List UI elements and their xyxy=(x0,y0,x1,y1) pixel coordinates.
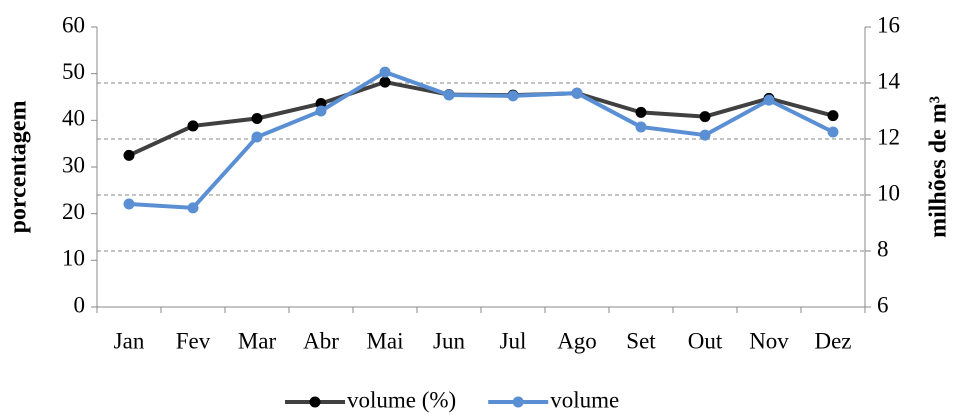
marker xyxy=(699,111,711,123)
y-tick-label: 60 xyxy=(62,12,85,37)
y2-tick-label: 8 xyxy=(877,236,889,261)
x-tick-label: Out xyxy=(688,328,723,353)
marker xyxy=(635,121,647,133)
x-tick-label: Mai xyxy=(366,328,403,353)
legend-label: volume (%) xyxy=(347,387,456,412)
y2-tick-label: 6 xyxy=(877,292,889,317)
y-axis-label: porcentagem xyxy=(6,101,32,234)
y-tick-label: 10 xyxy=(62,246,85,271)
marker xyxy=(379,66,391,78)
marker xyxy=(443,89,455,101)
y2-tick-label: 10 xyxy=(877,180,900,205)
y-tick-label: 40 xyxy=(62,106,85,131)
x-tick-label: Jun xyxy=(433,328,465,353)
legend-marker xyxy=(512,396,524,408)
y2-tick-label: 14 xyxy=(877,68,901,93)
line xyxy=(128,80,834,158)
marker xyxy=(827,110,839,122)
y2-tick-label: 12 xyxy=(877,124,900,149)
marker xyxy=(635,106,647,118)
marker xyxy=(699,129,711,141)
line xyxy=(128,69,834,210)
y-tick-label: 50 xyxy=(62,59,85,84)
x-tick-label: Mar xyxy=(238,328,277,353)
legend-label: volume xyxy=(550,387,619,412)
marker xyxy=(315,105,327,117)
marker xyxy=(763,94,775,106)
y-tick-label: 30 xyxy=(62,152,85,177)
x-tick-label: Jan xyxy=(114,328,145,353)
x-tick-label: Set xyxy=(626,328,656,353)
y-tick-label: 0 xyxy=(74,292,86,317)
marker xyxy=(827,126,839,138)
marker xyxy=(251,112,263,124)
marker xyxy=(187,202,199,214)
x-tick-label: Dez xyxy=(814,328,851,353)
x-tick-label: Nov xyxy=(749,328,789,353)
y-tick-label: 20 xyxy=(62,199,85,224)
marker xyxy=(379,76,391,88)
marker xyxy=(187,120,199,132)
x-tick-label: Jul xyxy=(500,328,527,353)
y2-axis-label: milhões de m³ xyxy=(926,96,952,238)
marker xyxy=(251,131,263,143)
marker xyxy=(123,198,135,210)
marker xyxy=(507,90,519,102)
marker xyxy=(123,149,135,161)
y2-tick-label: 16 xyxy=(877,12,900,37)
x-tick-label: Fev xyxy=(176,328,211,353)
x-tick-label: Abr xyxy=(303,328,339,353)
x-tick-label: Ago xyxy=(557,328,597,353)
marker xyxy=(571,87,583,99)
legend-marker xyxy=(309,396,321,408)
